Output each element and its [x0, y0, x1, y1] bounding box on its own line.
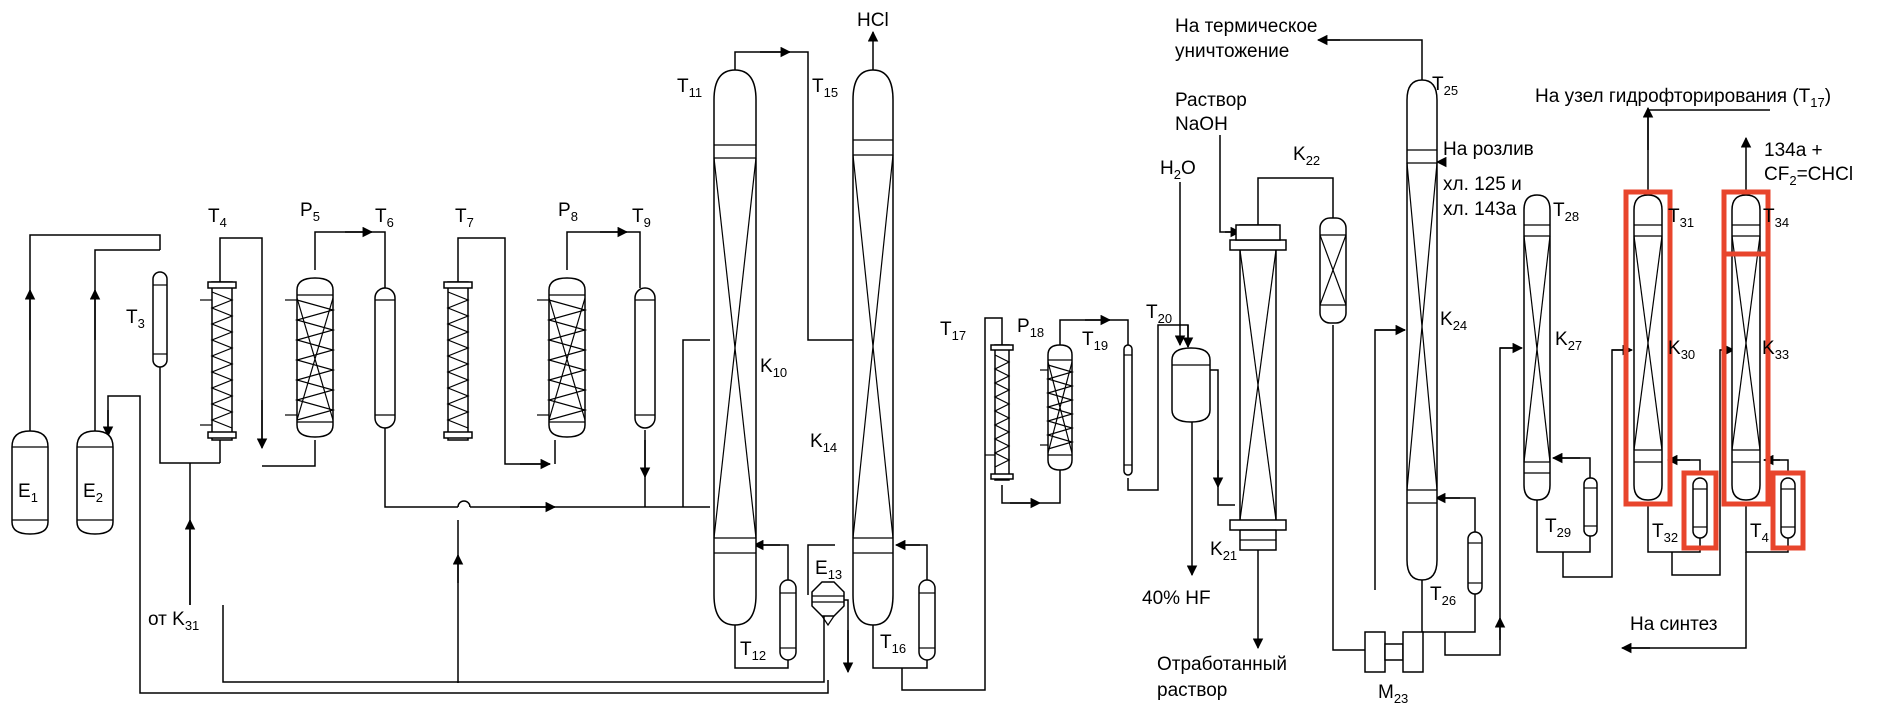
label-m23: M23 — [1378, 682, 1408, 706]
label-t12: T12 — [740, 639, 766, 663]
scrubber-k21 — [1229, 224, 1287, 551]
label-t20: T20 — [1146, 302, 1172, 326]
stream-product-line2: CF2=CHCl — [1764, 164, 1853, 188]
label-k14: K14 — [810, 431, 837, 455]
label-t4: T4 — [208, 206, 227, 230]
exchanger-t3 — [152, 271, 168, 368]
label-e1: E1 — [18, 481, 38, 505]
label-k22: K22 — [1293, 144, 1320, 168]
label-p8: P8 — [558, 200, 578, 224]
label-e13: E13 — [815, 558, 842, 582]
stream-spent-line2: раствор — [1157, 680, 1227, 701]
highlight-boxes — [1623, 189, 1806, 551]
stream-spent-line1: Отработанный — [1157, 654, 1287, 675]
stream-naoh-line2: NaOH — [1175, 114, 1228, 135]
stream-thermal-line1: На термическое — [1175, 16, 1318, 37]
stream-bottling: На розлив — [1443, 139, 1534, 160]
stream-hcl: HCl — [857, 10, 889, 31]
label-k30: K30 — [1668, 338, 1695, 362]
stream-from-k31: от K31 — [148, 609, 199, 633]
label-t34: T34 — [1763, 206, 1789, 230]
stream-synthesis: На синтез — [1630, 614, 1718, 635]
reboiler-t26 — [1467, 531, 1483, 595]
label-t35: T4 — [1750, 521, 1769, 545]
label-p5: P5 — [300, 200, 320, 224]
reboiler-t29 — [1583, 477, 1598, 537]
column-k14 — [852, 69, 894, 626]
reactor-p18 — [1040, 344, 1075, 471]
label-t26: T26 — [1430, 584, 1456, 608]
tank-e2 — [76, 430, 114, 535]
highlight-k33 — [1721, 251, 1771, 507]
coil-exchanger-t17 — [985, 344, 1014, 481]
stream-thermal-line2: уничтожение — [1175, 41, 1289, 62]
reboiler-t12 — [779, 579, 797, 661]
stream-h2o: H2O — [1160, 158, 1196, 182]
stream-r125: хл. 125 и — [1443, 174, 1522, 195]
highlight-t35 — [1770, 470, 1806, 551]
reboiler-t32 — [1692, 477, 1708, 539]
separator-t6 — [374, 287, 396, 429]
label-k33: K33 — [1762, 338, 1789, 362]
label-t6: T6 — [375, 206, 394, 230]
label-t28: T28 — [1553, 200, 1579, 224]
column-k27 — [1523, 194, 1551, 501]
label-t29: T29 — [1545, 516, 1571, 540]
label-t9: T9 — [632, 206, 651, 230]
column-k33 — [1731, 194, 1761, 501]
tank-e1 — [11, 430, 49, 535]
equipment-labels: E1 E2 T3 T4 P5 T6 T7 P8 T9 K10 T11 T12 E… — [18, 74, 1789, 706]
column-k30 — [1633, 194, 1663, 501]
compressor-m23 — [1364, 631, 1424, 673]
label-t16: T16 — [880, 632, 906, 656]
label-t17: T17 — [940, 319, 966, 343]
coil-exchanger-t7 — [443, 281, 473, 441]
highlight-t32 — [1681, 470, 1719, 551]
label-t11: T11 — [677, 76, 702, 100]
reboiler-t16 — [918, 579, 936, 661]
coil-exchanger-t4 — [200, 281, 237, 441]
separator-t19 — [1123, 344, 1133, 476]
label-t32: T32 — [1652, 521, 1678, 545]
label-t25: T25 — [1432, 74, 1458, 98]
stream-product-line1: 134а + — [1764, 140, 1823, 161]
label-p18: P18 — [1017, 316, 1044, 340]
label-k21: K21 — [1210, 539, 1237, 563]
column-k24 — [1406, 79, 1438, 581]
column-k10 — [713, 69, 757, 626]
stream-r143a: хл. 143а — [1443, 199, 1517, 220]
label-t15: T15 — [812, 76, 838, 100]
reboiler-t35 — [1780, 477, 1796, 539]
label-k24: K24 — [1440, 309, 1467, 333]
exchanger-e13 — [811, 581, 845, 627]
label-t31: T31 — [1668, 206, 1694, 230]
vessel-t20 — [1171, 347, 1211, 423]
reactor-p8 — [537, 277, 588, 438]
highlight-k30 — [1623, 189, 1673, 507]
reactor-p5 — [285, 277, 336, 438]
absorber-k22 — [1319, 217, 1347, 324]
label-t19: T19 — [1082, 329, 1108, 353]
stream-naoh-line1: Раствор — [1175, 90, 1247, 111]
stream-hydrofluor: На узел гидрофторирования (T17) — [1535, 86, 1831, 110]
label-k10: K10 — [760, 356, 787, 380]
piping — [24, 30, 1789, 694]
stream-labels: HCl от K31 H2O Раствор NaOH На термическ… — [148, 10, 1853, 701]
stream-hf40: 40% HF — [1142, 588, 1211, 609]
label-k27: K27 — [1555, 329, 1582, 353]
label-t3: T3 — [126, 307, 145, 331]
separator-t9 — [634, 287, 656, 429]
label-t7: T7 — [455, 206, 474, 230]
label-e2: E2 — [83, 481, 103, 505]
